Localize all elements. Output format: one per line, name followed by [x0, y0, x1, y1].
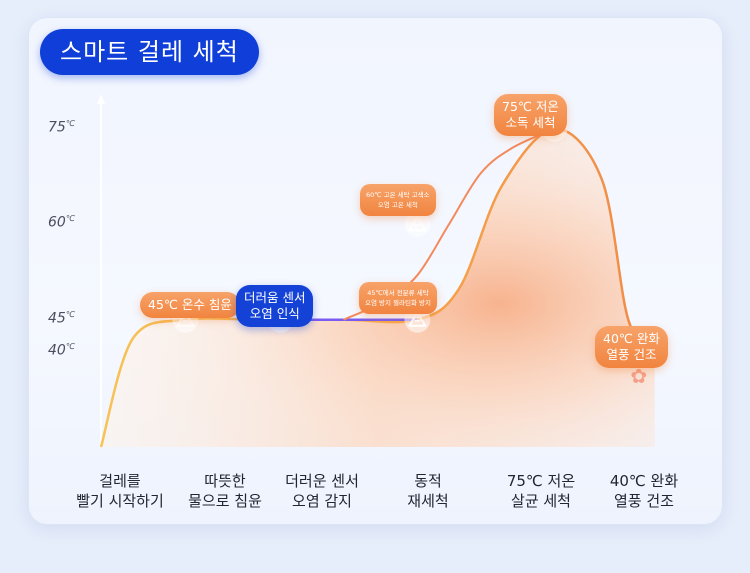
x-category-label: 75℃ 저온 살균 세척 — [506, 472, 576, 510]
annotation-hot-air-dry: 40℃ 완화 열풍 건조 — [595, 326, 668, 368]
x-category-label: 동적 재세척 — [407, 472, 449, 510]
annotation-warm-soak: 45℃ 온수 침윤 — [140, 292, 240, 318]
x-category-label: 걸레를 빨기 시작하기 — [76, 472, 164, 510]
curve-glow — [101, 128, 655, 447]
triangle-marker-icon — [404, 211, 431, 238]
fan-icon: ✿ — [630, 364, 647, 388]
y-axis-arrow-icon — [97, 94, 105, 104]
annotation-hot-wash: 60℃ 고온 세탁 고색소 오염 고온 세척 — [360, 184, 436, 216]
y-tick-label: 60℃ — [48, 214, 75, 231]
x-category-label: 따뜻한 물으로 침윤 — [188, 472, 262, 510]
x-category-label: 더러운 센서 오염 감지 — [285, 472, 359, 510]
y-tick-label: 75℃ — [48, 118, 75, 136]
page-title: 스마트 걸레 세척 — [40, 29, 259, 75]
y-tick-label: 45℃ — [48, 309, 75, 327]
svg-text:✿: ✿ — [630, 364, 647, 388]
y-tick-label: 40℃ — [48, 341, 75, 359]
annotation-low-temp-sterilize: 75℃ 저온 소독 세척 — [494, 94, 567, 136]
annotation-starch-wash: 45℃에서 전분류 세탁 오염 방지 젤라틴화 방지 — [359, 282, 437, 314]
x-category-label: 40℃ 완화 열풍 건조 — [609, 472, 679, 510]
annotation-dirt-sensor: 더러움 센서 오염 인식 — [236, 285, 314, 327]
